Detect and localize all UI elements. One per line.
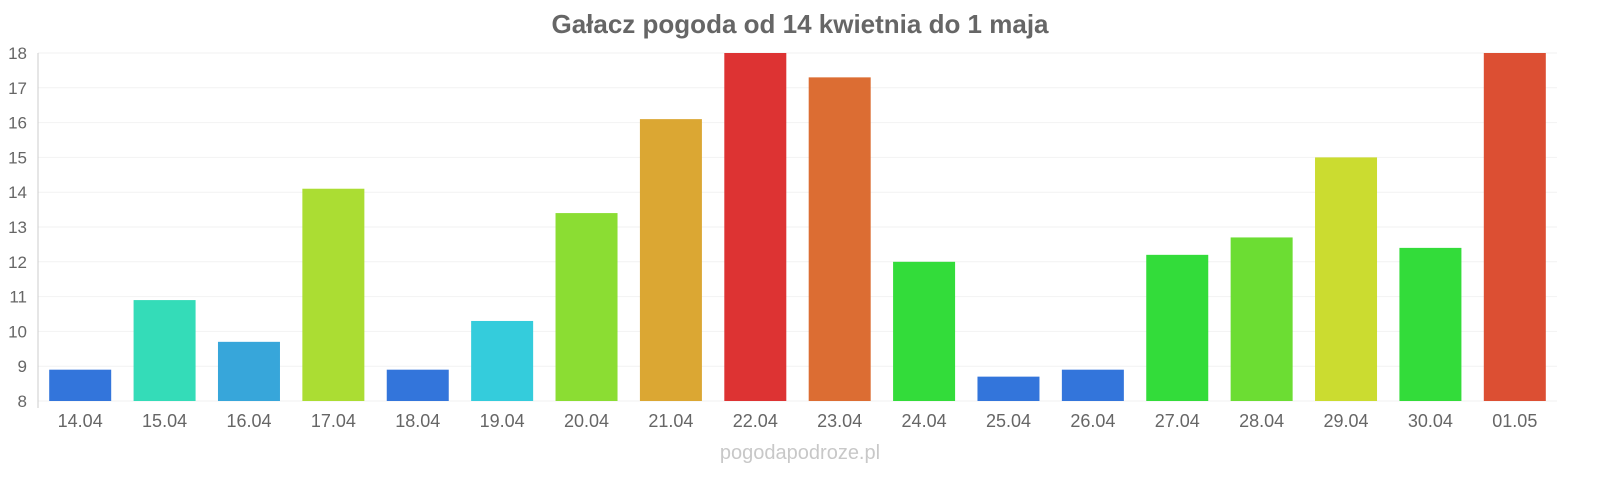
x-axis-labels: 14.04 15.04 16.04 17.04 18.04 19.04 20.04 21.04… (58, 411, 1538, 431)
gridlines (38, 52, 1557, 402)
bar-19.04 (471, 320, 534, 401)
y-axis-ticks: 8 9 10 11 12 13 14 15 16 17 18 (8, 44, 27, 411)
bar-14.04 (49, 369, 112, 401)
y-tick-label: 10 (8, 322, 27, 341)
y-tick-label: 8 (18, 392, 27, 411)
x-tick-label: 22.04 (733, 411, 778, 431)
bar-26.04 (1061, 369, 1124, 401)
x-tick-label: 20.04 (564, 411, 609, 431)
x-tick-label: 19.04 (480, 411, 525, 431)
x-tick-label: 26.04 (1070, 411, 1115, 431)
y-tick-label: 11 (9, 288, 27, 307)
bar-24.04 (893, 261, 956, 401)
bar-20.04 (555, 213, 618, 401)
bar-16.04 (217, 341, 280, 401)
x-tick-label: 16.04 (226, 411, 271, 431)
y-tick-label: 15 (8, 148, 27, 167)
footer-watermark: pogodapodroze.pl (720, 442, 880, 464)
bar-25.04 (977, 376, 1040, 401)
bar-29.04 (1315, 157, 1378, 401)
bar-28.04 (1230, 237, 1293, 401)
bar-21.04 (639, 119, 702, 402)
bar-30.04 (1399, 247, 1462, 401)
x-tick-label: 15.04 (142, 411, 187, 431)
x-tick-label: 21.04 (648, 411, 693, 431)
y-tick-label: 18 (8, 44, 27, 63)
bar-18.04 (386, 369, 449, 401)
x-tick-label: 25.04 (986, 411, 1031, 431)
bar-01.05 (1483, 53, 1546, 401)
y-tick-label: 9 (18, 357, 27, 376)
bar-22.04 (724, 53, 787, 401)
y-tick-label: 12 (8, 253, 27, 272)
x-tick-label: 24.04 (902, 411, 947, 431)
bar-15.04 (133, 300, 196, 401)
x-tick-label: 28.04 (1239, 411, 1284, 431)
y-tick-label: 17 (8, 79, 27, 98)
x-tick-label: 17.04 (311, 411, 356, 431)
y-tick-label: 16 (8, 114, 27, 133)
x-tick-label: 18.04 (395, 411, 440, 431)
y-tick-label: 13 (8, 218, 27, 237)
x-tick-label: 29.04 (1324, 411, 1369, 431)
bar-23.04 (808, 77, 871, 402)
x-tick-label: 14.04 (58, 411, 103, 431)
x-tick-label: 01.05 (1492, 411, 1537, 431)
x-tick-label: 30.04 (1408, 411, 1453, 431)
x-tick-label: 23.04 (817, 411, 862, 431)
chart-title: Gałacz pogoda od 14 kwietnia do 1 maja (551, 9, 1049, 39)
bar-27.04 (1146, 254, 1209, 401)
bars (49, 53, 1546, 402)
y-tick-label: 14 (8, 183, 27, 202)
x-tick-label: 27.04 (1155, 411, 1200, 431)
bar-17.04 (302, 188, 365, 401)
